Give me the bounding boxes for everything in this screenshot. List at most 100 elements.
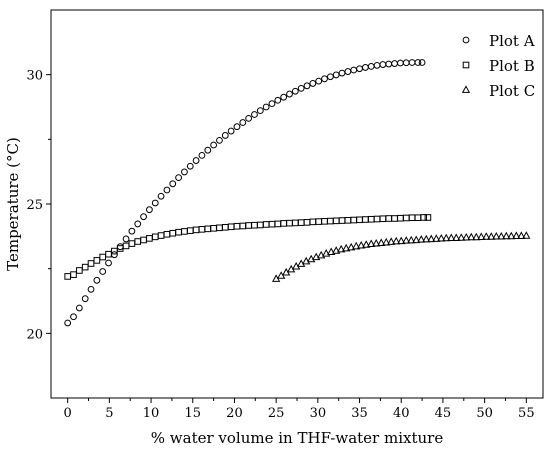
data-point bbox=[122, 242, 130, 250]
data-point bbox=[357, 241, 366, 249]
data-point bbox=[462, 232, 471, 241]
data-point bbox=[227, 223, 235, 231]
data-point bbox=[157, 192, 165, 200]
data-point bbox=[204, 146, 212, 154]
data-point bbox=[391, 60, 398, 67]
data-point bbox=[292, 219, 299, 227]
data-point bbox=[70, 313, 77, 321]
legend: Plot A Plot B Plot C bbox=[461, 32, 535, 100]
y-tick-label: 25 bbox=[26, 198, 43, 213]
data-point bbox=[210, 225, 217, 232]
series-2 bbox=[64, 214, 432, 280]
data-point bbox=[181, 168, 188, 176]
legend-label: Plot A bbox=[489, 32, 535, 50]
data-point bbox=[312, 252, 321, 261]
data-point bbox=[204, 225, 212, 233]
series-layer bbox=[64, 59, 531, 327]
data-point bbox=[286, 219, 293, 227]
data-point bbox=[332, 71, 340, 79]
x-tick-label: 10 bbox=[143, 406, 160, 421]
data-point bbox=[175, 174, 182, 182]
data-point bbox=[87, 260, 95, 267]
data-point bbox=[467, 232, 476, 241]
data-point bbox=[402, 214, 410, 222]
data-point bbox=[192, 226, 200, 234]
legend-item: Plot A bbox=[462, 32, 535, 50]
data-point bbox=[268, 100, 276, 108]
data-point bbox=[367, 215, 375, 223]
data-point bbox=[391, 215, 398, 222]
data-point bbox=[216, 224, 223, 232]
x-tick-label: 55 bbox=[518, 406, 535, 421]
data-point bbox=[99, 253, 107, 261]
data-point bbox=[315, 218, 322, 225]
data-point bbox=[140, 236, 147, 244]
data-point bbox=[361, 64, 369, 71]
data-point bbox=[379, 61, 387, 68]
data-point bbox=[379, 215, 387, 223]
data-point bbox=[362, 216, 369, 223]
x-tick-label: 45 bbox=[435, 406, 452, 421]
data-point bbox=[408, 59, 416, 66]
data-point bbox=[315, 77, 323, 85]
data-point bbox=[110, 251, 118, 259]
data-point bbox=[327, 217, 334, 225]
data-point bbox=[356, 65, 363, 73]
data-point bbox=[322, 249, 331, 257]
data-point bbox=[356, 216, 363, 224]
legend-label: Plot B bbox=[489, 57, 535, 75]
data-point bbox=[350, 66, 358, 74]
data-point bbox=[362, 240, 371, 248]
data-point bbox=[344, 216, 352, 224]
data-point bbox=[245, 114, 253, 122]
data-point bbox=[122, 235, 130, 243]
data-point bbox=[245, 222, 252, 229]
data-point bbox=[157, 232, 165, 239]
x-axis-title: % water volume in THF-water mixture bbox=[151, 429, 444, 447]
data-point bbox=[472, 232, 481, 241]
data-point bbox=[256, 107, 264, 115]
data-point bbox=[372, 238, 381, 247]
data-point bbox=[134, 220, 142, 228]
data-point bbox=[402, 236, 411, 244]
data-point bbox=[397, 236, 406, 245]
data-point bbox=[344, 68, 352, 75]
data-point bbox=[385, 60, 393, 68]
data-point bbox=[291, 87, 299, 95]
data-point bbox=[221, 132, 229, 139]
legend-item: Plot B bbox=[462, 57, 535, 75]
data-point bbox=[352, 241, 361, 250]
legend-marker bbox=[461, 85, 471, 93]
data-point bbox=[274, 220, 282, 228]
data-point bbox=[321, 75, 328, 83]
data-point bbox=[303, 219, 311, 226]
data-point bbox=[151, 199, 159, 207]
data-point bbox=[422, 234, 431, 243]
data-point bbox=[397, 214, 404, 222]
data-point bbox=[385, 215, 393, 222]
data-point bbox=[105, 250, 112, 258]
data-point bbox=[447, 233, 456, 242]
data-point bbox=[163, 186, 171, 194]
x-axis-ticks: 0 5 10 15 20 25 30 35 40 45 50 55 bbox=[64, 398, 535, 421]
data-point bbox=[414, 214, 422, 222]
data-point bbox=[70, 271, 77, 278]
y-tick-label: 30 bbox=[26, 69, 43, 84]
data-point bbox=[76, 267, 83, 274]
data-point bbox=[268, 220, 276, 228]
data-point bbox=[402, 59, 410, 67]
data-point bbox=[507, 231, 516, 240]
data-point bbox=[303, 82, 311, 90]
data-point bbox=[337, 244, 346, 253]
data-point bbox=[338, 69, 346, 77]
data-point bbox=[239, 222, 247, 230]
data-point bbox=[262, 221, 270, 228]
data-point bbox=[286, 90, 293, 98]
data-point bbox=[321, 218, 328, 225]
series-3 bbox=[272, 231, 531, 282]
data-point bbox=[181, 228, 188, 235]
data-point bbox=[417, 235, 426, 243]
data-point bbox=[169, 180, 177, 188]
data-point bbox=[128, 240, 136, 247]
data-point bbox=[233, 123, 241, 131]
